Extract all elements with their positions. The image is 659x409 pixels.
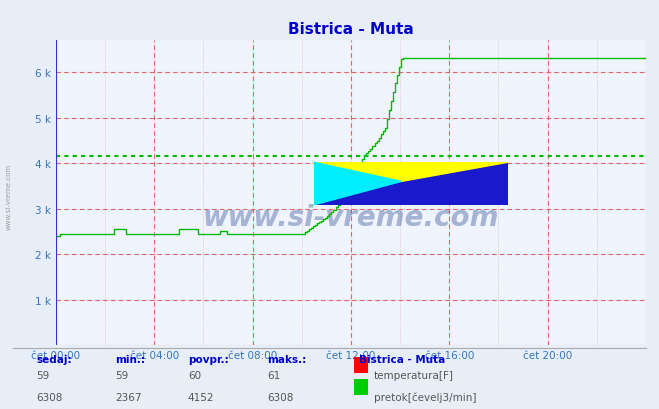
Text: 59: 59 [36, 370, 49, 380]
Text: min.:: min.: [115, 354, 146, 364]
Polygon shape [314, 163, 508, 205]
Text: 4152: 4152 [188, 392, 214, 402]
Text: 61: 61 [267, 370, 280, 380]
Text: 6308: 6308 [267, 392, 293, 402]
Text: www.si-vreme.com: www.si-vreme.com [203, 204, 499, 231]
Text: maks.:: maks.: [267, 354, 306, 364]
Text: 59: 59 [115, 370, 129, 380]
Text: www.si-vreme.com: www.si-vreme.com [5, 163, 11, 229]
Text: 60: 60 [188, 370, 201, 380]
Text: pretok[čevelj3/min]: pretok[čevelj3/min] [374, 392, 476, 402]
Text: 6308: 6308 [36, 392, 63, 402]
Polygon shape [314, 163, 401, 205]
Text: Bistrica - Muta: Bistrica - Muta [359, 354, 445, 364]
Text: povpr.:: povpr.: [188, 354, 229, 364]
Text: temperatura[F]: temperatura[F] [374, 370, 453, 380]
Title: Bistrica - Muta: Bistrica - Muta [288, 22, 414, 37]
Text: sedaj:: sedaj: [36, 354, 72, 364]
Polygon shape [314, 163, 508, 182]
Text: 2367: 2367 [115, 392, 142, 402]
